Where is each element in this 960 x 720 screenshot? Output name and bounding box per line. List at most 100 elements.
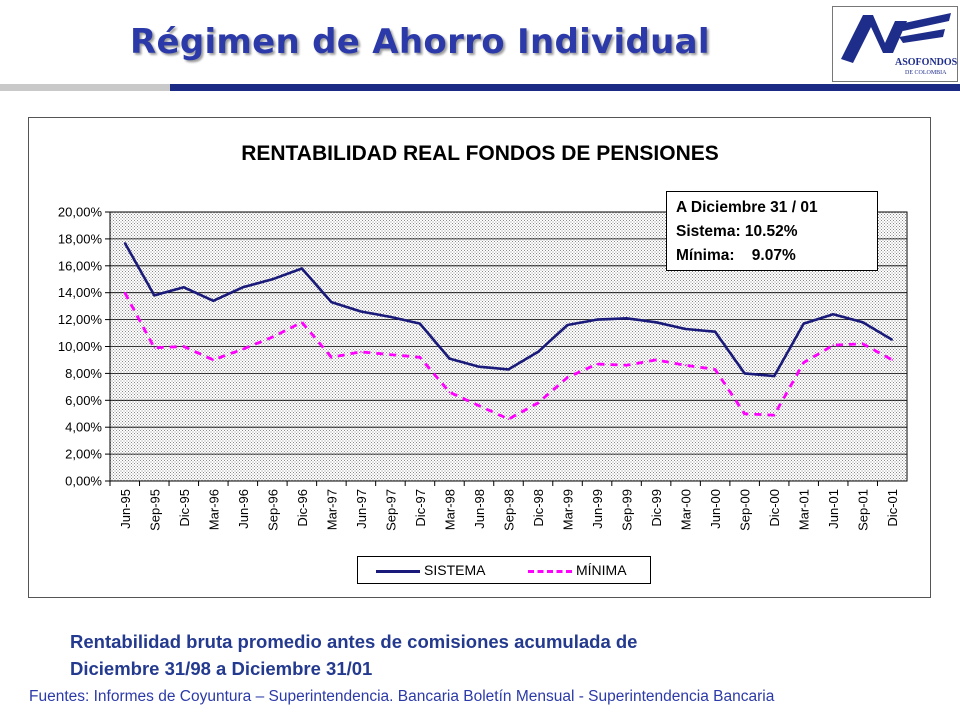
data-point-mínima (301, 321, 303, 324)
data-point-mínima (684, 364, 687, 367)
x-tick-label: Sep-00 (738, 489, 753, 531)
data-point-mínima (861, 343, 864, 345)
x-tick-label: Dic-95 (177, 489, 192, 527)
x-tick-label: Sep-98 (502, 489, 517, 531)
data-point-sistema (271, 278, 274, 281)
data-point-sistema (625, 317, 628, 320)
x-tick-label: Jun-01 (826, 489, 841, 529)
x-tick-label: Mar-00 (679, 489, 694, 530)
data-point-sistema (891, 338, 894, 341)
data-point-mínima (123, 291, 126, 294)
legend-sistema-swatch (376, 570, 420, 573)
data-point-sistema (448, 357, 451, 360)
data-point-sistema (743, 372, 746, 375)
x-tick-label: Mar-98 (442, 489, 457, 530)
data-point-mínima (389, 353, 392, 356)
logo-subtext: DE COLOMBIA (905, 70, 947, 76)
x-tick-label: Dic-98 (531, 489, 546, 527)
year-end-annotation: A Diciembre 31 / 01 Sistema: 10.52% Míni… (666, 191, 878, 271)
slide-title: Régimen de Ahorro Individual (130, 22, 710, 62)
data-point-sistema (714, 330, 716, 333)
legend-sistema-label: SISTEMA (424, 562, 486, 578)
data-point-mínima (153, 347, 156, 349)
data-point-mínima (182, 345, 185, 348)
x-tick-label: Mar-99 (561, 489, 576, 530)
y-tick-label: 12,00% (58, 312, 103, 327)
caption-line-2: Diciembre 31/98 a Diciembre 31/01 (70, 658, 373, 679)
x-tick-label: Jun-97 (354, 489, 369, 529)
data-point-mínima (448, 391, 451, 394)
sources-note: Fuentes: Informes de Coyuntura – Superin… (29, 688, 775, 705)
data-point-sistema (389, 316, 392, 318)
annotation-sistema: Sistema: 10.52% (676, 223, 798, 240)
data-point-sistema (360, 310, 362, 313)
asofondos-logo-mark: ASOFONDOS DE COLOMBIA (841, 13, 958, 76)
x-tick-label: Mar-97 (324, 489, 339, 530)
data-point-sistema (212, 299, 215, 302)
data-point-sistema (684, 328, 687, 330)
x-tick-label: Sep-95 (147, 489, 162, 531)
x-tick-label: Dic-96 (295, 489, 310, 527)
x-tick-label: Mar-96 (206, 489, 221, 530)
data-point-mínima (330, 356, 333, 359)
chart-title: RENTABILIDAD REAL FONDOS DE PENSIONES (241, 142, 719, 165)
data-point-sistema (153, 294, 156, 297)
data-point-mínima (271, 336, 274, 338)
data-point-sistema (301, 267, 303, 270)
data-point-sistema (832, 313, 835, 316)
data-point-mínima (566, 376, 569, 379)
asofondos-logo: ASOFONDOS DE COLOMBIA (832, 6, 958, 82)
data-point-mínima (714, 368, 716, 371)
data-point-sistema (802, 322, 805, 325)
x-tick-label: Dic-01 (885, 489, 900, 527)
x-tick-label: Jun-98 (472, 489, 487, 529)
y-tick-label: 6,00% (65, 393, 102, 408)
x-tick-label: Dic-97 (413, 489, 428, 527)
y-tick-label: 4,00% (65, 420, 102, 435)
chart-frame: RENTABILIDAD REAL FONDOS DE PENSIONES 0,… (28, 117, 931, 598)
data-point-mínima (212, 359, 215, 361)
data-point-sistema (478, 365, 480, 368)
x-tick-label: Jun-95 (118, 489, 133, 529)
legend-minima-label: MÍNIMA (576, 562, 627, 578)
y-tick-label: 10,00% (58, 339, 103, 354)
y-tick-label: 14,00% (58, 285, 103, 300)
data-point-sistema (773, 375, 775, 377)
data-point-sistema (596, 318, 598, 321)
data-point-mínima (478, 404, 480, 407)
data-point-mínima (537, 402, 539, 404)
data-point-mínima (802, 361, 805, 364)
x-tick-label: Jun-96 (236, 489, 251, 529)
x-tick-label: Sep-97 (383, 489, 398, 531)
y-tick-label: 0,00% (65, 474, 102, 489)
annotation-minima: Mínima: 9.07% (676, 247, 796, 264)
x-tick-label: Mar-01 (797, 489, 812, 530)
data-point-mínima (891, 359, 894, 361)
data-point-sistema (566, 324, 569, 326)
data-point-sistema (123, 242, 126, 244)
data-point-sistema (242, 286, 244, 289)
x-tick-label: Sep-99 (620, 489, 635, 531)
title-rule-accent (0, 84, 170, 91)
x-tick-label: Dic-99 (649, 489, 664, 527)
caption-line-1: Rentabilidad bruta promedio antes de com… (70, 631, 638, 652)
line-chart: RENTABILIDAD REAL FONDOS DE PENSIONES 0,… (58, 142, 908, 531)
data-point-sistema (861, 321, 864, 324)
x-tick-label: Sep-96 (265, 489, 280, 531)
y-tick-label: 18,00% (58, 231, 103, 246)
data-point-mínima (655, 359, 657, 361)
logo-text: ASOFONDOS (895, 57, 957, 68)
y-tick-label: 20,00% (58, 205, 103, 220)
x-tick-label: Jun-99 (590, 489, 605, 529)
y-tick-label: 2,00% (65, 447, 102, 462)
chart-legend: SISTEMA MÍNIMA (357, 556, 651, 584)
data-point-sistema (330, 301, 333, 303)
data-point-sistema (655, 321, 657, 324)
x-tick-label: Dic-00 (767, 489, 782, 527)
data-point-sistema (537, 351, 539, 353)
x-tick-label: Sep-01 (856, 489, 871, 531)
data-point-mínima (596, 363, 598, 365)
data-point-mínima (832, 344, 835, 346)
data-point-sistema (182, 286, 185, 289)
chart-caption: Rentabilidad bruta promedio antes de com… (70, 628, 890, 682)
